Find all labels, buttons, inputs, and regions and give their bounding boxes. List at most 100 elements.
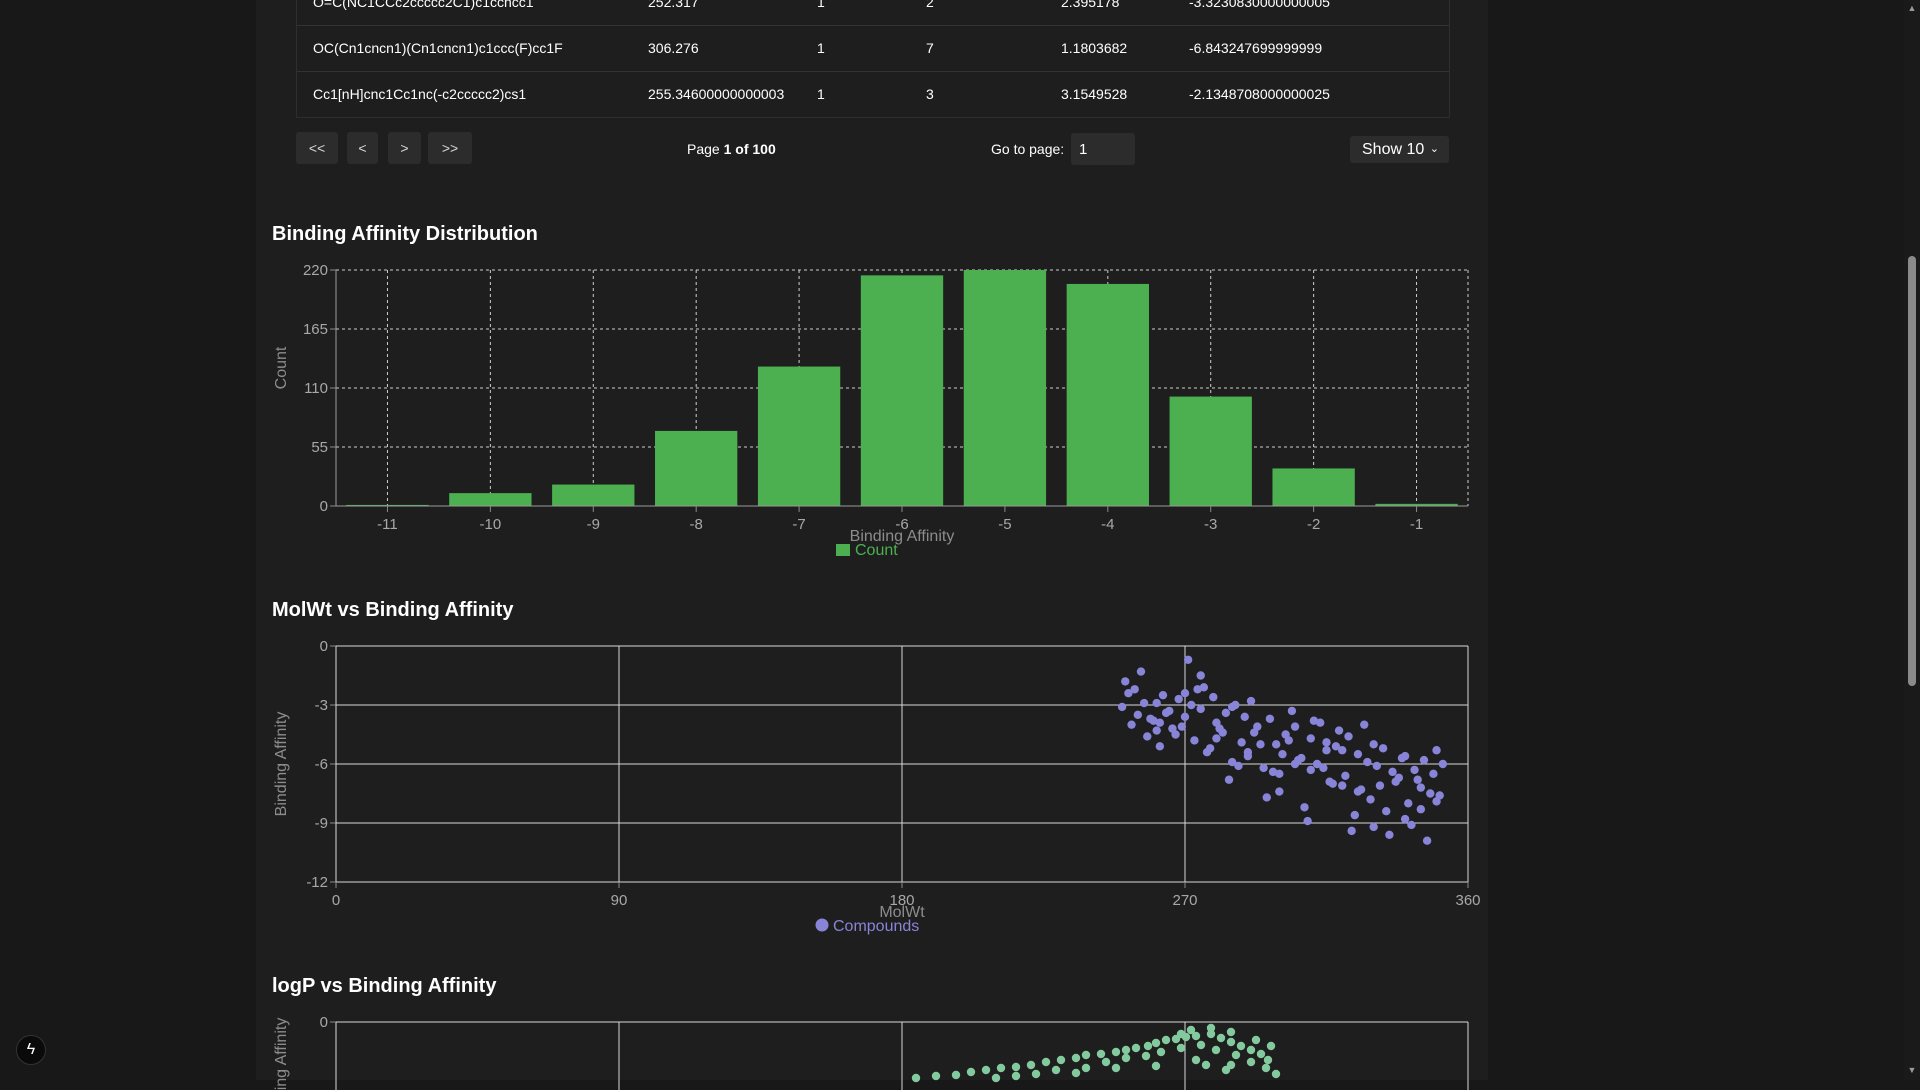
scatter-point bbox=[1236, 1041, 1246, 1051]
y-tick-label: 0 bbox=[320, 498, 328, 515]
scatter-point bbox=[1124, 689, 1133, 698]
scatter-point bbox=[1143, 1041, 1153, 1051]
scatter-point bbox=[1338, 781, 1347, 790]
scatter-point bbox=[1196, 671, 1205, 680]
scatter-point bbox=[1319, 763, 1328, 773]
scatter-point bbox=[1026, 1060, 1036, 1070]
scatter-point bbox=[1071, 1053, 1081, 1063]
next-page-button[interactable]: > bbox=[388, 132, 421, 164]
scatter-point bbox=[1196, 704, 1205, 714]
scatter-point bbox=[1121, 677, 1130, 686]
histogram-bar bbox=[1375, 503, 1458, 506]
lightning-icon[interactable]: ϟ bbox=[16, 1035, 46, 1065]
scatter-point bbox=[1011, 1062, 1021, 1072]
legend-label: Count bbox=[855, 542, 898, 559]
scrollbar-thumb[interactable] bbox=[1908, 256, 1916, 686]
scatter-point bbox=[1249, 728, 1259, 737]
scatter-point bbox=[1081, 1050, 1091, 1060]
page-size-value: Show 10 bbox=[1362, 141, 1425, 158]
scatter-point bbox=[1271, 1069, 1281, 1079]
scroll-down-icon[interactable]: ▼ bbox=[1907, 1065, 1917, 1075]
y-axis-label: Binding Affinity bbox=[273, 712, 290, 817]
scatter-point bbox=[1407, 820, 1416, 830]
scatter-point bbox=[1183, 655, 1193, 664]
x-tick-label: -8 bbox=[690, 516, 703, 533]
scatter-point bbox=[1369, 740, 1378, 749]
first-page-button[interactable]: << bbox=[296, 132, 338, 164]
current-page: 1 bbox=[723, 141, 732, 157]
last-page-button[interactable]: >> bbox=[428, 132, 472, 164]
y-tick-label: 0 bbox=[320, 638, 328, 655]
scatter-point bbox=[1227, 702, 1237, 712]
table-cell: O=C(NC1CCc2ccccc2C1)c1ccncc1 bbox=[313, 0, 534, 10]
table-cell: OC(Cn1cncn1)(Cn1cncn1)c1ccc(F)cc1F bbox=[313, 40, 563, 56]
x-tick-label: -11 bbox=[377, 516, 398, 533]
table-cell: 3.1549528 bbox=[1061, 86, 1128, 102]
legend-swatch bbox=[836, 544, 850, 556]
scroll-up-icon[interactable]: ▲ bbox=[1907, 3, 1917, 13]
scatter-point bbox=[1265, 714, 1275, 723]
scatter-point bbox=[1165, 706, 1174, 716]
x-tick-label: -6 bbox=[895, 516, 908, 533]
scatter-point bbox=[1438, 759, 1448, 769]
y-axis-label: Count bbox=[273, 346, 290, 389]
scatter-point bbox=[1041, 1057, 1051, 1067]
histogram-bar bbox=[963, 270, 1047, 506]
scatter-point bbox=[1394, 773, 1404, 782]
scatter-point bbox=[1186, 1025, 1196, 1035]
y-tick-label: 220 bbox=[303, 262, 328, 279]
scatter-point bbox=[1341, 771, 1350, 780]
compound-table: O=C(NC1CCc2ccccc2C1)c1ccncc1 252.317 1 2 2.3… bbox=[296, 0, 1450, 118]
scatter-point bbox=[1201, 1060, 1211, 1070]
scatter-point bbox=[1224, 775, 1234, 784]
y-tick-label: -9 bbox=[315, 815, 328, 832]
x-tick-label: -3 bbox=[1204, 516, 1217, 533]
x-tick-label: -9 bbox=[587, 516, 600, 533]
table-row: Cc1[nH]cnc1Cc1nc(-c2ccccc2)cs1 255.346000… bbox=[297, 72, 1449, 117]
scatter-point bbox=[1429, 769, 1438, 779]
scatter-point bbox=[1262, 793, 1271, 802]
scatter-point bbox=[1388, 767, 1397, 777]
histogram-bar bbox=[449, 493, 532, 506]
prev-page-button[interactable]: < bbox=[347, 132, 378, 164]
x-tick-label: 0 bbox=[332, 892, 340, 909]
scatter-point bbox=[1227, 757, 1237, 767]
legend-label: Compounds bbox=[833, 918, 919, 935]
y-tick-label: 165 bbox=[303, 321, 328, 338]
table-cell: Cc1[nH]cnc1Cc1nc(-c2ccccc2)cs1 bbox=[313, 86, 527, 102]
scatter-point bbox=[1205, 744, 1215, 753]
scatter-point bbox=[1426, 789, 1435, 798]
scatter-point bbox=[1300, 803, 1309, 812]
scatter-point bbox=[1432, 797, 1441, 806]
scatter-point bbox=[1290, 759, 1300, 769]
goto-page-input[interactable] bbox=[1071, 133, 1135, 165]
histogram-title: Binding Affinity Distribution bbox=[272, 223, 538, 245]
table-cell: 252.317 bbox=[648, 0, 699, 10]
scatter-point bbox=[1209, 692, 1218, 702]
scatter-point bbox=[1246, 1057, 1256, 1067]
scatter-point bbox=[1171, 730, 1180, 739]
scatter-point bbox=[1322, 746, 1331, 755]
scatter-point bbox=[1176, 1029, 1186, 1039]
x-tick-label: -5 bbox=[998, 516, 1011, 533]
scatter-point bbox=[1334, 726, 1344, 735]
scatter-point bbox=[1101, 1057, 1111, 1067]
scatter-point bbox=[1331, 742, 1341, 751]
scatter-point bbox=[1413, 775, 1422, 784]
scatter-point bbox=[1290, 722, 1300, 731]
scatter-point bbox=[1275, 787, 1284, 796]
scatter-point bbox=[1176, 1043, 1186, 1053]
scatter-point bbox=[1011, 1071, 1021, 1081]
scatter-point bbox=[1353, 787, 1363, 796]
scatter-point bbox=[1400, 814, 1410, 824]
table-cell: 3 bbox=[926, 86, 934, 102]
scatter-point bbox=[1127, 720, 1136, 729]
histogram-bar bbox=[552, 484, 635, 506]
x-tick-label: 180 bbox=[889, 892, 914, 909]
table-cell: 1 bbox=[817, 40, 825, 56]
scatter-point bbox=[1196, 1040, 1206, 1050]
page-size-select[interactable]: Show 10 ⌄ bbox=[1350, 136, 1449, 163]
scatter-point bbox=[1216, 1033, 1226, 1043]
logp-scatter-title: logP vs Binding Affinity bbox=[272, 975, 497, 997]
scatter-point bbox=[1416, 805, 1426, 814]
